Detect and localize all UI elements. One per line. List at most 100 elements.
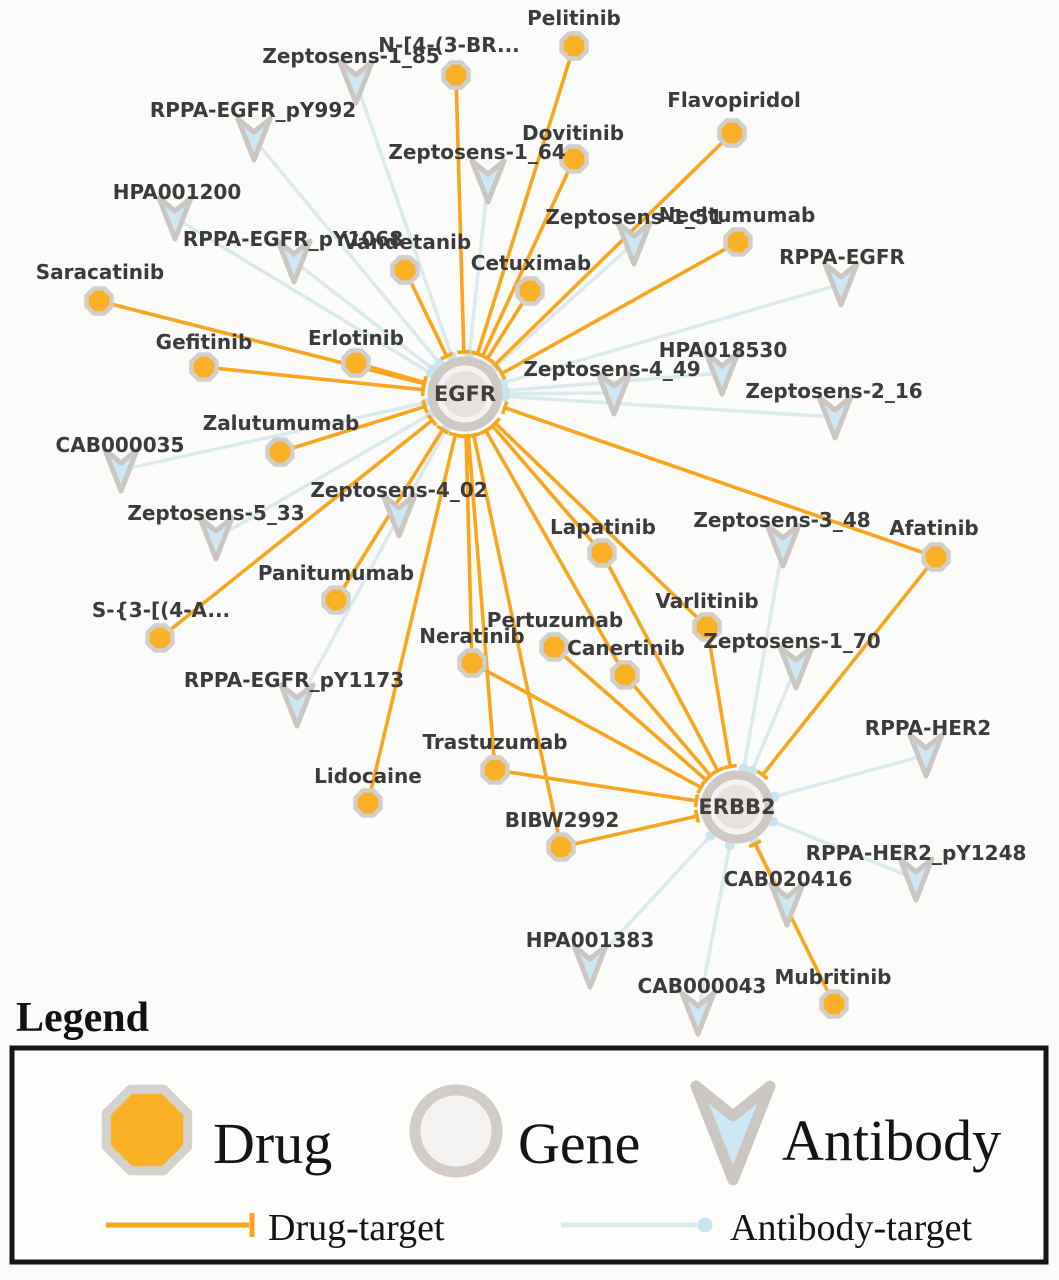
drug-edge-Afatinib-ERBB2[interactable] [761,555,938,777]
drug-node-N-4-3-BR[interactable] [441,60,471,90]
drug-edge-S-3-4-A-EGFR[interactable] [158,418,434,640]
antibody-node-HPA001200[interactable] [156,195,194,242]
drug-node-Mubritinib[interactable] [819,989,849,1019]
gene-legend-icon [409,1084,503,1178]
drug-edges-layer [98,45,938,1005]
antibody-edge-HPA001200-EGFR[interactable] [179,219,466,396]
drug-edge-Canertinib-ERBB2[interactable] [623,673,712,777]
antibody-edge-RPPA-EGFR_pY992-EGFR[interactable] [256,142,467,396]
drug-edge-Pertuzumab-ERBB2[interactable] [552,645,708,782]
drug-edge-Vandetanib-EGFR[interactable] [403,269,449,357]
antibody-node-RPPA-HER2[interactable] [907,732,945,779]
antibody-edge-Zeptosens-1_85-EGFR[interactable] [356,87,467,395]
antibody-node-RPPA-EGFR_pY992[interactable] [235,116,273,163]
antibody-node-CAB000035[interactable] [102,447,140,494]
antibody-edge-RPPA-EGFR_pY1173-EGFR[interactable] [298,393,467,701]
antibody-node-Zeptosens-4_49[interactable] [595,370,633,417]
antibody-node-Zeptosens-1_51[interactable] [615,220,653,267]
drug-node-BIBW2992[interactable] [546,832,576,862]
node-label-Saracatinib: Saracatinib [36,260,164,284]
drug-node-Lidocaine[interactable] [353,788,383,818]
node-label-Canertinib: Canertinib [567,636,685,660]
antibody-node-Zeptosens-3_48[interactable] [764,522,802,569]
drug-edge-BIBW2992-ERBB2[interactable] [560,814,698,849]
antibody-node-Zeptosens-1_70[interactable] [777,644,815,691]
node-label-Zeptosens-1_51: Zeptosens-1_51 [545,205,722,229]
drug-edge-Pelitinib-EGFR[interactable] [475,45,576,355]
node-label-Vandetanib: Vandetanib [343,230,471,254]
drug-node-Cetuximab[interactable] [515,276,545,306]
drug-node-Flavopiridol[interactable] [717,118,747,148]
drug-node-Zalutumumab[interactable] [265,437,295,467]
drug-edge-Gefitinib-EGFR[interactable] [203,365,424,392]
drug-edge-N-4-3-BR-EGFR[interactable] [454,74,466,353]
drug-node-Canertinib[interactable] [610,660,640,690]
antibody-node-Zeptosens-1_64[interactable] [469,158,507,205]
antibody-node-RPPA-EGFR_pY1068[interactable] [275,238,313,285]
node-label-HPA001383: HPA001383 [526,928,655,952]
drug-node-Lapatinib[interactable] [587,538,617,568]
antibody-node-RPPA-EGFR_pY1173[interactable] [278,682,316,729]
antibody-node-HPA018530[interactable] [703,350,741,397]
drug-node-Pelitinib[interactable] [559,31,589,61]
drug-node-Dovitinib[interactable] [559,144,589,174]
drug-edge-Flavopiridol-EGFR[interactable] [493,131,734,366]
drug-edge-Varlitinib-ERBB2[interactable] [705,626,733,767]
drug-node-Erlotinib[interactable] [341,348,371,378]
labels-layer: Pelitinib N-[4-(3-BR... Flavopiridol Doviti… [36,6,1027,998]
node-label-Trastuzumab: Trastuzumab [422,730,567,754]
node-label-Gefitinib: Gefitinib [156,330,253,354]
drug-edge-Canertinib-EGFR[interactable] [484,429,627,676]
drug-edge-tee-Varlitinib-ERBB2 [723,763,737,770]
drug-edge-Necitumumab-EGFR[interactable] [500,240,739,376]
antibody-node-Zeptosens-4_02[interactable] [380,492,418,539]
node-label-BIBW2992: BIBW2992 [505,808,620,832]
drug-edge-Neratinib-EGFR[interactable] [464,435,474,664]
drug-node-S-3-4-A[interactable] [145,623,175,653]
antibody-node-HPA001383[interactable] [571,943,609,990]
antibody-edge-CAB000035-EGFR[interactable] [126,392,466,471]
drug-node-Panitumumab[interactable] [321,585,351,615]
drug-edge-Mubritinib-ERBB2[interactable] [753,842,836,1005]
legend: Legend Drug Gene Antibody Drug-target An… [9,995,1049,1265]
node-label-RPPA-EGFR_pY1173: RPPA-EGFR_pY1173 [184,668,404,692]
gene-node-EGFR[interactable]: EGFR [427,356,503,432]
drug-node-Gefitinib[interactable] [189,352,219,382]
drug-node-Necitumumab[interactable] [723,227,753,257]
node-label-Cetuximab: Cetuximab [471,251,591,275]
antibody-node-RPPA-EGFR[interactable] [822,261,860,308]
drug-node-Varlitinib[interactable] [692,612,722,642]
drug-edge-Varlitinib-EGFR[interactable] [494,421,709,629]
legend-label-drug: Drug [213,1111,332,1176]
antibody-node-Zeptosens-1_85[interactable] [337,59,375,106]
drug-edge-Zalutumumab-EGFR[interactable] [279,404,426,454]
antibody-node-CAB000043[interactable] [679,990,717,1037]
drug-edge-Lapatinib-ERBB2[interactable] [600,552,720,772]
drug-edge-Lapatinib-EGFR[interactable] [491,424,604,555]
antibody-edge-Zeptosens-2_16-EGFR[interactable] [464,392,830,419]
antibody-node-CAB020416[interactable] [768,881,806,928]
drug-node-Afatinib[interactable] [921,542,951,572]
gene-node-ERBB2[interactable]: ERBB2 [698,770,776,844]
drug-edge-Trastuzumab-EGFR[interactable] [466,435,497,771]
drug-node-Saracatinib[interactable] [84,286,114,316]
antibody-edge-Zeptosens-5_33-EGFR[interactable] [220,392,466,537]
drug-edge-tee-Lidocaine-EGFR [448,431,463,439]
drug-node-Trastuzumab[interactable] [480,755,510,785]
drug-edge-Lidocaine-EGFR[interactable] [366,434,458,804]
antibody-node-RPPA-HER2_pY1248[interactable] [897,856,935,903]
drug-edge-Afatinib-EGFR[interactable] [504,406,937,559]
antibody-node-Zeptosens-2_16[interactable] [816,394,854,441]
drug-edge-tee-Cetuximab-EGFR [480,353,494,364]
drug-edge-Neratinib-ERBB2[interactable] [471,661,702,790]
drug-node-Neratinib[interactable] [457,648,487,678]
drug-edge-tee-BIBW2992-EGFR [466,431,481,439]
drug-edge-Dovitinib-EGFR[interactable] [481,158,576,357]
drug-node-Vandetanib[interactable] [390,255,420,285]
drug-edge-Saracatinib-EGFR[interactable] [98,299,425,386]
drug-edge-tee-Varlitinib-EGFR [489,417,502,430]
antibody-edge-RPPA-EGFR-EGFR[interactable] [464,284,836,396]
antibody-node-Zeptosens-5_33[interactable] [197,515,235,562]
drug-edge-Trastuzumab-ERBB2[interactable] [494,768,697,803]
drug-node-Pertuzumab[interactable] [539,632,569,662]
